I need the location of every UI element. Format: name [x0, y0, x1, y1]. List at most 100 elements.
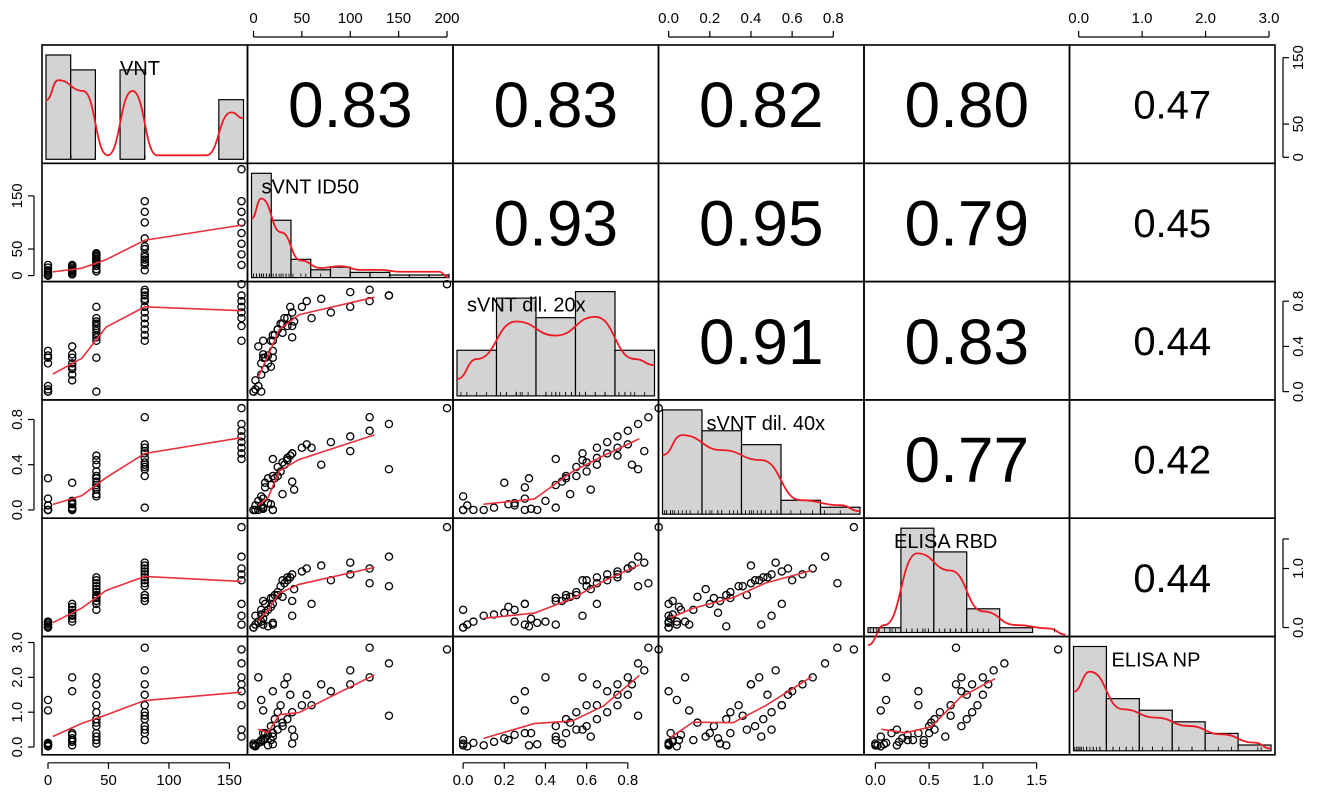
point-5-1-24 — [286, 690, 295, 700]
hist-bar-3-2 — [740, 444, 782, 515]
hist-bar-1-5 — [349, 271, 371, 279]
point-4-0-42 — [237, 599, 246, 609]
correlation-1-4: 0.79 — [904, 187, 1029, 259]
point-3-1-43 — [326, 437, 336, 447]
point-5-2-28 — [551, 735, 561, 745]
point-5-0-12 — [67, 687, 77, 696]
point-5-0-37 — [140, 666, 149, 675]
top-axis-label-5-2: 2.0 — [1195, 10, 1216, 27]
point-4-2-33 — [602, 570, 612, 579]
point-3-1-30 — [273, 462, 282, 472]
point-4-0-33 — [140, 570, 149, 579]
scatter-panels — [43, 165, 1063, 751]
point-5-3-4 — [672, 695, 682, 705]
point-5-0-13 — [67, 673, 77, 682]
point-4-0-29 — [140, 593, 149, 603]
point-5-0-21 — [92, 700, 101, 710]
point-3-2-7 — [532, 505, 542, 515]
hist-bar-2-2 — [535, 317, 577, 397]
point-5-3-40 — [757, 732, 766, 741]
point-3-0-13 — [67, 496, 77, 506]
point-5-4-37 — [989, 666, 998, 675]
smooth-line-5-2 — [483, 674, 640, 740]
bottom-axis-label-4-1: 0.5 — [919, 772, 940, 789]
point-3-2-4 — [510, 501, 519, 510]
panel-frame-5-1 — [246, 635, 454, 756]
point-3-2-44 — [613, 432, 622, 441]
smooth-line-4-2 — [483, 564, 640, 620]
point-3-0-29 — [140, 471, 149, 481]
point-4-3-25 — [715, 596, 725, 606]
point-4-2-23 — [578, 576, 587, 585]
right-axis-label-0-2: 150 — [1290, 45, 1307, 70]
point-2-0-43 — [237, 308, 246, 317]
point-4-2-42 — [592, 599, 602, 609]
bottom-axis-label-4-2: 1.0 — [972, 772, 993, 789]
point-3-0-47 — [237, 403, 246, 413]
point-5-2-33 — [602, 707, 612, 717]
point-5-4-13 — [881, 673, 891, 682]
point-5-4-44 — [967, 680, 977, 689]
panel-frames — [41, 44, 1276, 756]
variable-label-3: sVNT dil. 40x — [707, 413, 826, 435]
point-1-0-38 — [140, 207, 149, 217]
hist-bar-4-1 — [900, 527, 935, 634]
smooth-line-5-3 — [670, 676, 813, 739]
point-3-2-12 — [520, 505, 530, 515]
point-3-2-18 — [551, 480, 561, 490]
point-3-1-46 — [384, 419, 394, 429]
point-2-0-2 — [43, 385, 53, 394]
point-5-3-37 — [771, 666, 780, 675]
point-5-2-2 — [462, 742, 472, 751]
point-2-1-47 — [442, 279, 452, 289]
point-2-0-22 — [92, 313, 101, 323]
hist-bar-1-1 — [270, 219, 292, 279]
point-5-0-41 — [237, 725, 246, 734]
correlation-3-5: 0.42 — [1133, 438, 1211, 482]
point-4-3-2 — [672, 620, 682, 629]
point-4-3-17 — [705, 599, 715, 609]
right-axis-label-2-2: 0.8 — [1290, 291, 1307, 312]
point-3-2-3 — [469, 505, 478, 515]
point-5-2-41 — [578, 725, 587, 734]
point-4-2-9 — [489, 610, 499, 619]
point-3-1-36 — [316, 460, 326, 469]
point-2-0-29 — [140, 330, 149, 340]
point-2-1-8 — [251, 376, 260, 385]
point-5-2-8 — [479, 741, 488, 750]
point-3-2-38 — [644, 412, 653, 422]
point-4-3-21 — [734, 581, 743, 591]
point-2-0-21 — [92, 319, 101, 329]
point-5-0-38 — [140, 643, 149, 652]
point-3-2-8 — [479, 505, 488, 515]
point-5-1-28 — [258, 735, 268, 745]
hist-bar-4-2 — [933, 551, 968, 634]
point-2-0-18 — [92, 336, 101, 345]
point-4-3-41 — [767, 611, 776, 620]
point-3-0-20 — [92, 471, 101, 481]
point-5-4-41 — [892, 725, 902, 734]
point-5-1-13 — [254, 673, 263, 682]
point-5-0-15 — [67, 735, 77, 745]
point-3-0-36 — [140, 460, 149, 469]
top-axis-label-1-4: 200 — [434, 10, 459, 27]
point-5-2-44 — [613, 680, 622, 689]
correlation-2-3: 0.91 — [699, 306, 824, 378]
point-3-1-28 — [258, 503, 268, 512]
bottom-axis-label-2-2: 0.4 — [535, 772, 556, 789]
point-5-2-7 — [532, 740, 542, 749]
left-axis-label-5-3: 3.0 — [9, 632, 26, 653]
point-5-4-7 — [879, 740, 889, 749]
top-axis-label-3-0: 0.0 — [658, 10, 679, 27]
bottom-axis-label-0-3: 150 — [217, 772, 242, 789]
point-5-4-16 — [903, 735, 912, 745]
correlation-0-3: 0.82 — [699, 69, 824, 141]
point-4-1-42 — [307, 599, 316, 609]
top-axis-label-5-3: 3.0 — [1259, 10, 1280, 27]
point-5-3-46 — [820, 659, 830, 668]
point-4-3-14 — [666, 614, 675, 623]
point-4-0-7 — [43, 618, 53, 628]
point-4-0-12 — [67, 599, 77, 609]
point-4-2-6 — [524, 622, 534, 631]
point-5-0-36 — [140, 680, 149, 689]
